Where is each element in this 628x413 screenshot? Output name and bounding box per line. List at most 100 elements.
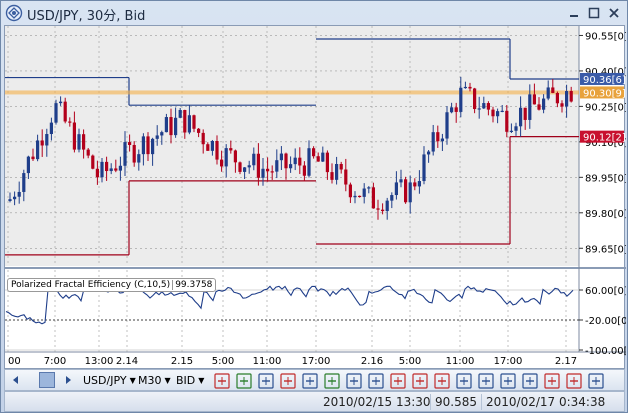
candle-up xyxy=(422,154,426,182)
candle-down xyxy=(146,136,150,155)
time-axis-label: 5:00 xyxy=(212,356,234,367)
candle-down xyxy=(325,152,329,173)
candle-up xyxy=(293,157,297,165)
candle-up xyxy=(54,103,58,123)
candle-up xyxy=(252,153,256,166)
candle-up xyxy=(477,108,481,110)
line-chart-icon[interactable] xyxy=(280,373,296,389)
time-axis-label: 11:00 xyxy=(253,356,282,367)
candle-down xyxy=(316,156,320,162)
candle-down xyxy=(371,187,375,209)
maximize-icon[interactable] xyxy=(587,6,601,20)
draw-icon[interactable] xyxy=(566,373,582,389)
time-axis-label: 00 xyxy=(8,356,21,367)
candle-down xyxy=(486,103,490,110)
minimize-icon[interactable] xyxy=(567,6,581,20)
candle-down xyxy=(413,182,417,187)
candle-up xyxy=(500,110,504,112)
indicator-name: Polarized Fractal Efficiency (C,10,5) xyxy=(11,280,171,290)
candle-up xyxy=(174,117,178,136)
candle-up xyxy=(8,199,12,201)
zoom-out-icon[interactable] xyxy=(478,373,494,389)
candle-up xyxy=(431,132,435,152)
candle-down xyxy=(491,109,495,117)
candle-down xyxy=(537,104,541,110)
candle-down xyxy=(266,168,270,172)
symbol-select[interactable]: USD/JPY ▼ xyxy=(83,374,136,387)
candle-down xyxy=(270,171,274,173)
close-icon[interactable] xyxy=(607,6,621,20)
object-icon[interactable] xyxy=(544,373,560,389)
template-icon[interactable] xyxy=(346,373,362,389)
candle-down xyxy=(40,140,44,146)
candle-up xyxy=(178,109,182,118)
scroll-left-icon[interactable] xyxy=(9,373,23,387)
indicator-label[interactable]: Polarized Fractal Efficiency (C,10,5) 99.… xyxy=(7,278,217,292)
candle-down xyxy=(344,169,348,185)
candle-up xyxy=(26,156,30,174)
candle-up xyxy=(123,142,127,166)
candle-up xyxy=(463,86,467,89)
candle-down xyxy=(454,107,458,112)
candle-up xyxy=(141,136,145,155)
candle-up xyxy=(362,188,366,197)
price-tag-bg xyxy=(580,130,624,143)
candle-up xyxy=(247,165,251,168)
candle-down xyxy=(82,134,86,150)
candle-down xyxy=(31,156,35,160)
scroll-right-icon[interactable] xyxy=(61,373,75,387)
candle-down xyxy=(298,157,302,166)
candle-up xyxy=(36,140,40,160)
price-type-select[interactable]: BID ▼ xyxy=(176,374,205,387)
candle-down xyxy=(569,91,573,102)
chart-area[interactable]: 90.55[0] 90.40[0] 90.25[0] 90.10[0] 89.95[0]… xyxy=(4,25,628,370)
candle-up xyxy=(59,101,63,104)
scroll-thumb[interactable] xyxy=(39,372,55,388)
more-icon[interactable] xyxy=(588,373,604,389)
title-bar: USD/JPY, 30分, Bid xyxy=(1,1,627,25)
status-cursor-time: 2010/02/15 13:30 xyxy=(323,395,431,409)
scroll-left-fast-icon[interactable] xyxy=(390,373,406,389)
properties-icon[interactable] xyxy=(302,373,318,389)
candle-up xyxy=(440,138,444,142)
candle-down xyxy=(381,209,385,212)
price-scale-label: 90.10[0] xyxy=(585,138,626,149)
candle-up xyxy=(155,135,159,139)
candle-up xyxy=(519,107,523,127)
marker-icon[interactable] xyxy=(500,373,516,389)
indicator-value: 99.3758 xyxy=(172,280,213,290)
candle-up xyxy=(417,181,421,187)
indicator-scale-label: -100.00[0] xyxy=(585,346,626,357)
price-chart[interactable]: 90.55[0] 90.40[0] 90.25[0] 90.10[0] 89.95[0]… xyxy=(5,26,628,370)
price-tag-label: 90.12[2] xyxy=(583,133,626,144)
candle-down xyxy=(348,184,352,198)
candle-down xyxy=(72,122,76,150)
chart-type-icon[interactable] xyxy=(214,373,230,389)
price-tag-bg xyxy=(580,86,624,99)
candle-up xyxy=(482,103,486,109)
time-axis-label: 2.16 xyxy=(361,356,383,367)
indicator-icon[interactable] xyxy=(522,373,538,389)
candle-up xyxy=(279,153,283,161)
time-axis-label: 11:00 xyxy=(446,356,475,367)
candle-up xyxy=(77,134,81,150)
chart-toolbar: USD/JPY ▼ M30 ▼ BID ▼ xyxy=(4,369,625,391)
candle-up xyxy=(118,165,122,171)
scroll-right-fast-icon[interactable] xyxy=(412,373,428,389)
compress-vertical-icon[interactable] xyxy=(456,373,472,389)
expand-vertical-icon[interactable] xyxy=(434,373,450,389)
candle-down xyxy=(91,155,95,169)
cursor-icon[interactable] xyxy=(324,373,340,389)
candle-chart-icon[interactable] xyxy=(258,373,274,389)
candle-down xyxy=(132,144,136,163)
time-axis-label: 17:00 xyxy=(302,356,331,367)
timeframe-select[interactable]: M30 ▼ xyxy=(138,374,171,387)
candle-up xyxy=(187,115,191,133)
zoom-in-icon[interactable] xyxy=(368,373,384,389)
bar-chart-icon[interactable] xyxy=(236,373,252,389)
candle-down xyxy=(532,94,536,105)
candle-up xyxy=(385,200,389,212)
candle-down xyxy=(302,165,306,176)
candle-up xyxy=(151,138,155,155)
